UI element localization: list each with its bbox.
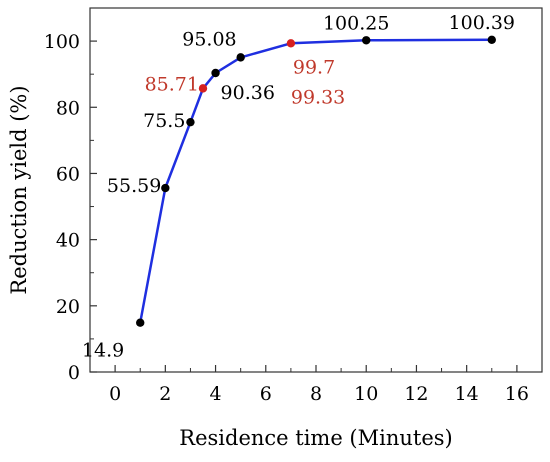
x-tick-label: 0: [109, 383, 121, 405]
y-tick-label: 0: [68, 362, 80, 384]
data-point: [286, 39, 296, 48]
y-tick-label: 40: [56, 230, 80, 252]
x-tick-label: 14: [455, 383, 479, 405]
x-tick-label: 16: [505, 383, 529, 405]
y-axis-title: Reduction yield (%): [7, 85, 31, 294]
y-tick-label: 80: [56, 97, 80, 119]
data-label: 90.36: [221, 82, 275, 104]
data-label: 14.9: [82, 340, 124, 362]
data-point: [186, 117, 195, 127]
y-axis-ticks: 0 20 40 60 80 100: [44, 7, 97, 384]
data-point: [211, 68, 220, 78]
x-axis-ticks: 0 2 4 6 8 10 12 14 16: [109, 365, 529, 405]
data-label: 85.71: [145, 73, 199, 95]
data-point: [198, 84, 208, 93]
data-label: 99.33: [291, 86, 345, 108]
data-point: [161, 183, 170, 193]
data-label: 100.25: [323, 12, 389, 34]
y-tick-label: 100: [44, 31, 80, 53]
y-tick-label: 20: [56, 296, 80, 318]
x-tick-label: 2: [159, 383, 171, 405]
data-label: 55.59: [107, 175, 161, 197]
data-point: [136, 318, 145, 327]
annotation-label: 99.7: [293, 56, 335, 78]
data-label: 95.08: [182, 28, 236, 50]
data-label: 75.5: [143, 110, 185, 132]
x-axis-title: Residence time (Minutes): [179, 426, 452, 450]
data-point: [487, 35, 496, 45]
series-group: [136, 35, 496, 327]
x-tick-label: 12: [404, 383, 428, 405]
data-point: [236, 53, 245, 62]
x-tick-label: 10: [354, 383, 378, 405]
data-labels: 14.9 55.59 75.5 85.71 90.36 95.08 99.33 100.25 1…: [82, 12, 515, 362]
y-tick-label: 60: [56, 163, 80, 185]
x-tick-label: 6: [260, 383, 272, 405]
data-label: 100.39: [449, 12, 515, 34]
data-point: [362, 36, 371, 45]
x-tick-label: 8: [310, 383, 322, 405]
x-tick-label: 4: [210, 383, 222, 405]
